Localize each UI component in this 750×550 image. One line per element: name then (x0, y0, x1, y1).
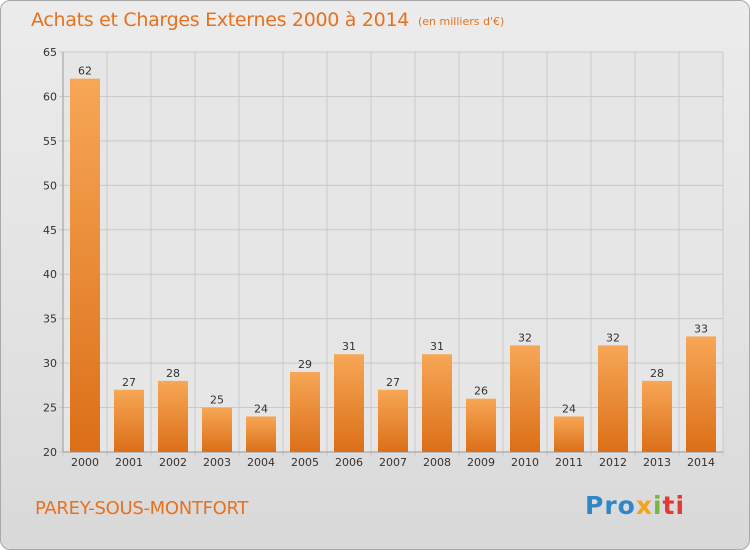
bar (290, 372, 320, 452)
bar (686, 336, 716, 452)
proxiti-logo: Proxiti (585, 491, 685, 520)
y-tick-label: 35 (43, 313, 57, 326)
x-tick-label: 2010 (511, 456, 539, 469)
data-label: 29 (298, 358, 312, 371)
bar (114, 389, 144, 452)
x-tick-label: 2009 (467, 456, 495, 469)
logo-part-2: x (635, 491, 653, 520)
y-tick-label: 50 (43, 179, 57, 192)
data-label: 62 (78, 65, 92, 78)
data-label: 31 (342, 340, 356, 353)
bar (334, 354, 364, 452)
y-tick-label: 25 (43, 402, 57, 415)
bars (70, 78, 716, 453)
x-tick-label: 2004 (247, 456, 275, 469)
data-label: 25 (210, 394, 224, 407)
y-tick-label: 55 (43, 135, 57, 148)
y-tick-label: 20 (43, 446, 57, 459)
bar (246, 416, 276, 452)
x-tick-label: 2003 (203, 456, 231, 469)
place-name: PAREY-SOUS-MONTFORT (35, 498, 249, 519)
data-label: 27 (386, 376, 400, 389)
x-tick-label: 2007 (379, 456, 407, 469)
chart-title: Achats et Charges Externes 2000 à 2014 (31, 9, 410, 31)
logo-part-4: ti (662, 491, 686, 520)
bar (70, 78, 100, 453)
data-label: 24 (562, 402, 576, 415)
y-tick-label: 30 (43, 357, 57, 370)
x-tick-label: 2000 (71, 456, 99, 469)
logo-part-3: i (652, 491, 663, 520)
x-tick-label: 2001 (115, 456, 143, 469)
data-label: 33 (694, 322, 708, 335)
chart-unit: (en milliers d'€) (418, 15, 505, 28)
bar (202, 407, 232, 452)
bar (378, 389, 408, 452)
data-label: 32 (518, 331, 532, 344)
y-tick-label: 40 (43, 268, 57, 281)
x-tick-label: 2008 (423, 456, 451, 469)
x-tick-label: 2011 (555, 456, 583, 469)
bar (422, 354, 452, 452)
y-tick-label: 45 (43, 224, 57, 237)
data-label: 27 (122, 376, 136, 389)
bar (642, 380, 672, 452)
x-tick-label: 2014 (687, 456, 715, 469)
labels: 62 2000 27 2001 28 2002 25 2003 24 2004 29 2005 31 20… (71, 65, 715, 469)
x-tick-label: 2012 (599, 456, 627, 469)
bar (598, 345, 628, 452)
data-label: 26 (474, 385, 488, 398)
x-tick-label: 2005 (291, 456, 319, 469)
x-tick-label: 2006 (335, 456, 363, 469)
y-tick-label: 60 (43, 90, 57, 103)
data-label: 32 (606, 331, 620, 344)
data-label: 24 (254, 402, 268, 415)
bar (510, 345, 540, 452)
logo-part-1: Pro (585, 491, 636, 520)
data-label: 31 (430, 340, 444, 353)
bar (158, 380, 188, 452)
y-tick-label: 65 (43, 46, 57, 59)
x-tick-label: 2002 (159, 456, 187, 469)
data-label: 28 (166, 367, 180, 380)
bar (466, 398, 496, 452)
bar (554, 416, 584, 452)
x-tick-label: 2013 (643, 456, 671, 469)
data-label: 28 (650, 367, 664, 380)
